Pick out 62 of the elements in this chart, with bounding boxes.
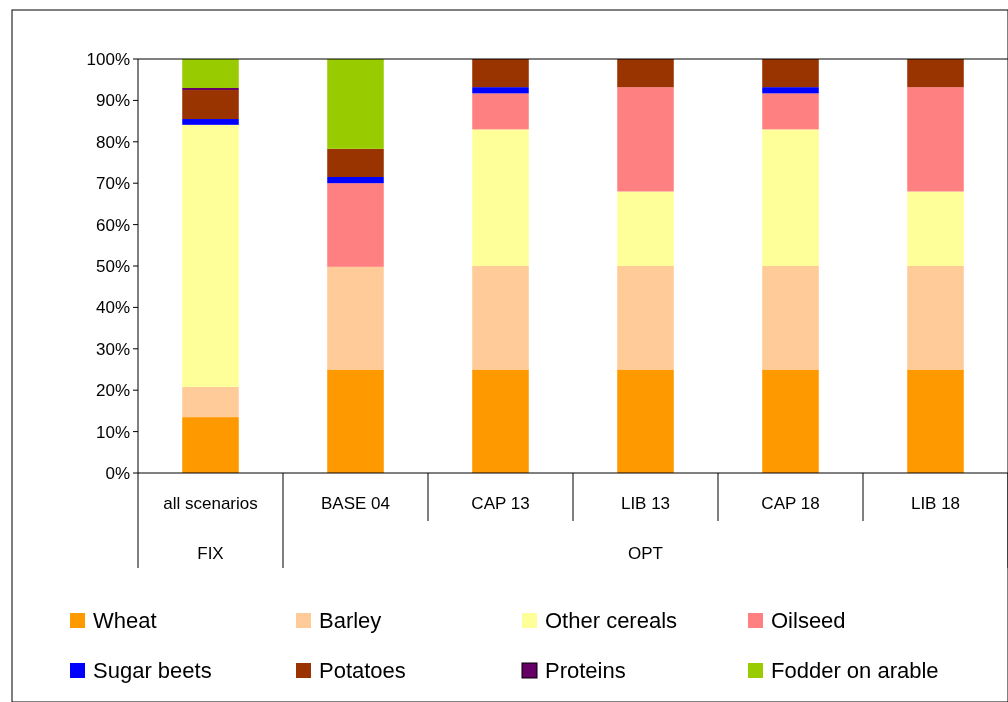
bar (182, 386, 239, 418)
legend-label: Proteins (545, 657, 626, 683)
bar (907, 369, 964, 473)
bar (617, 266, 674, 370)
bar (327, 266, 384, 370)
bar (762, 87, 819, 94)
bar (907, 266, 964, 370)
legend-label: Oilseed (771, 607, 846, 633)
y-tick-label: 50% (95, 256, 130, 276)
text: OPT (628, 543, 663, 563)
bar (472, 266, 529, 370)
bar (617, 59, 674, 88)
x-tick-label: CAP 13 (471, 493, 530, 513)
bar (762, 266, 819, 370)
y-tick-label: 80% (95, 132, 130, 152)
text: FIX (197, 543, 224, 563)
legend-label: Fodder on arable (771, 657, 939, 683)
bar (617, 191, 674, 266)
y-tick-label: 70% (95, 174, 130, 194)
bar (762, 129, 819, 266)
bar (182, 417, 239, 473)
bar (327, 59, 384, 149)
bar (182, 124, 239, 387)
x-tick-label: BASE 04 (321, 493, 390, 513)
bar (472, 93, 529, 130)
bar (617, 369, 674, 473)
x-tick-label: all scenarios (163, 493, 258, 513)
bar (327, 176, 384, 184)
bar (472, 129, 529, 266)
y-tick-label: 20% (95, 381, 130, 401)
y-tick-label: 100% (86, 49, 130, 69)
legend-label: Wheat (93, 607, 157, 633)
bar (762, 369, 819, 473)
x-tick-label: LIB 18 (910, 493, 961, 513)
y-tick-label: 10% (95, 422, 130, 442)
y-tick-label: 0% (105, 463, 130, 483)
legend-label: Sugar beets (93, 657, 212, 683)
bar (907, 87, 964, 192)
y-tick-label: 60% (95, 215, 130, 235)
bar (762, 93, 819, 130)
legend-label: Potatoes (319, 657, 406, 683)
bar (182, 90, 239, 120)
bar (327, 148, 384, 177)
bar (907, 59, 964, 88)
bar (182, 59, 239, 88)
bar (472, 87, 529, 94)
bar (182, 87, 239, 91)
legend-label: Other cereals (545, 607, 678, 633)
y-tick-label: 90% (95, 91, 130, 111)
bar (182, 119, 239, 125)
x-tick-label: CAP 18 (761, 493, 820, 513)
bar (617, 87, 674, 192)
bar (472, 59, 529, 88)
bar (762, 59, 819, 88)
y-tick-label: 30% (95, 339, 130, 359)
bar (907, 191, 964, 266)
legend-label: Barley (319, 607, 382, 633)
bar (327, 183, 384, 267)
bar (327, 369, 384, 473)
x-tick-label: LIB 13 (620, 493, 671, 513)
bar (472, 369, 529, 473)
y-tick-label: 40% (95, 298, 130, 318)
